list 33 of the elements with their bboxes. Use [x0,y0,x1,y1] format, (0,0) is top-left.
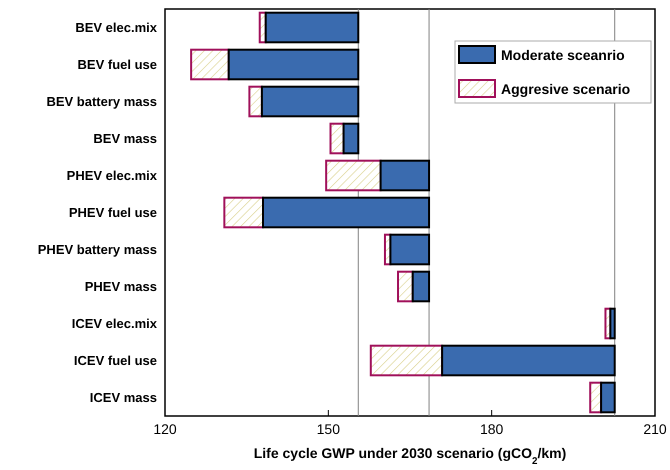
x-axis-title: Life cycle GWP under 2030 scenario (gCO$_{2}$/km) [254,445,566,466]
bar [262,196,430,228]
bar [389,234,430,266]
y-tick-label: BEV battery mass [46,94,157,110]
bar [228,48,360,80]
y-tick-label: PHEV mass [84,279,157,294]
bar [223,196,264,228]
bar [260,86,360,118]
y-tick-label: PHEV fuel use [68,205,157,220]
legend-label: Moderate sceanrio [501,46,625,63]
bar [600,382,616,414]
x-tick-label: 210 [643,421,667,437]
y-tick-label: BEV mass [93,131,157,146]
y-tick-label: PHEV battery mass [38,242,157,258]
bar [412,270,430,302]
y-tick-label: PHEV elec.mix [66,168,158,184]
bar [380,160,430,192]
bar [441,344,616,376]
x-tick-label: 120 [153,421,177,437]
bar [342,122,360,154]
bar [325,160,382,192]
y-tick-label: ICEV fuel use [74,353,157,368]
bar [190,48,230,80]
bar [370,344,444,376]
bar [264,12,360,44]
y-tick-label: ICEV mass [90,390,157,406]
x-tick-label: 150 [316,421,340,437]
legend-label: Aggresive scenario [501,80,630,97]
bar [609,308,616,340]
y-tick-label: BEV fuel use [78,57,157,72]
y-tick-label: ICEV elec.mix [72,316,158,332]
y-tick-label: BEV elec.mix [75,20,158,36]
x-tick-label: 180 [480,421,504,437]
